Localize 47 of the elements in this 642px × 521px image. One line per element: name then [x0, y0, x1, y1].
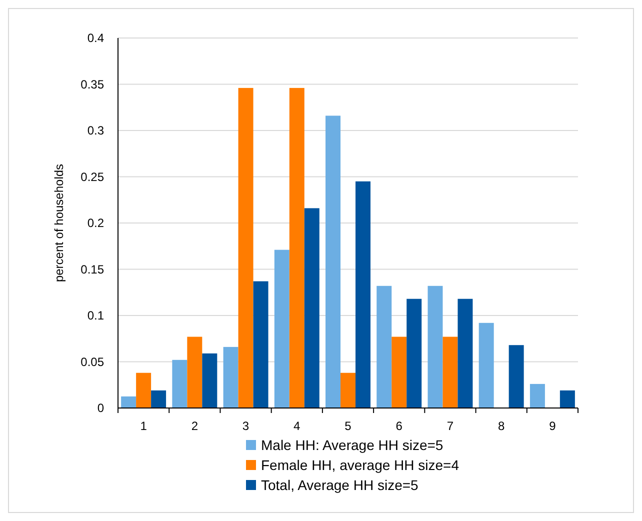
bar — [376, 286, 392, 408]
x-tick-label: 8 — [498, 419, 505, 433]
bar — [202, 353, 218, 408]
x-tick-label: 9 — [549, 419, 556, 433]
x-tick-label: 7 — [446, 419, 454, 433]
x-tick-label: 2 — [191, 419, 198, 433]
x-tick-label: 1 — [140, 419, 148, 433]
bar — [406, 298, 422, 408]
y-tick-label: 0.35 — [80, 77, 104, 92]
bar — [340, 372, 356, 408]
bar — [121, 396, 136, 408]
bar — [478, 322, 494, 408]
x-tick-label: 5 — [344, 419, 352, 433]
legend-label: Male HH: Average HH size=5 — [261, 436, 444, 453]
y-tick-label: 0.4 — [87, 31, 104, 46]
bar — [530, 384, 545, 408]
x-tick-label: 4 — [294, 419, 301, 433]
bar — [253, 281, 268, 408]
y-tick-label: 0.25 — [80, 170, 104, 184]
x-tick-label: 3 — [242, 419, 250, 433]
bar — [151, 390, 166, 408]
bar — [274, 250, 290, 408]
y-axis-title: percent of households — [52, 164, 66, 282]
y-tick-label: 0.05 — [80, 354, 104, 369]
bar — [458, 298, 473, 408]
bar — [136, 372, 152, 408]
x-tick-label: 6 — [396, 419, 403, 433]
bar — [442, 336, 458, 408]
y-tick-label: 0.3 — [87, 124, 104, 138]
bar — [560, 390, 575, 408]
bar — [289, 88, 304, 408]
bar — [187, 336, 202, 408]
bar — [326, 116, 341, 408]
bar — [172, 360, 188, 408]
y-tick-label: 0.2 — [87, 216, 104, 230]
bar — [355, 181, 370, 408]
y-tick-label: 0.1 — [87, 308, 104, 323]
bar — [304, 208, 320, 408]
bar — [223, 346, 238, 408]
y-tick-label: 0.15 — [80, 262, 104, 276]
bar — [428, 286, 443, 408]
legend-label: Female HH, average HH size=4 — [261, 456, 460, 473]
bar — [392, 336, 407, 408]
bar — [508, 345, 524, 408]
bar — [238, 88, 254, 408]
y-tick-label: 0 — [97, 401, 104, 416]
legend-label: Total, Average HH size=5 — [261, 476, 419, 493]
